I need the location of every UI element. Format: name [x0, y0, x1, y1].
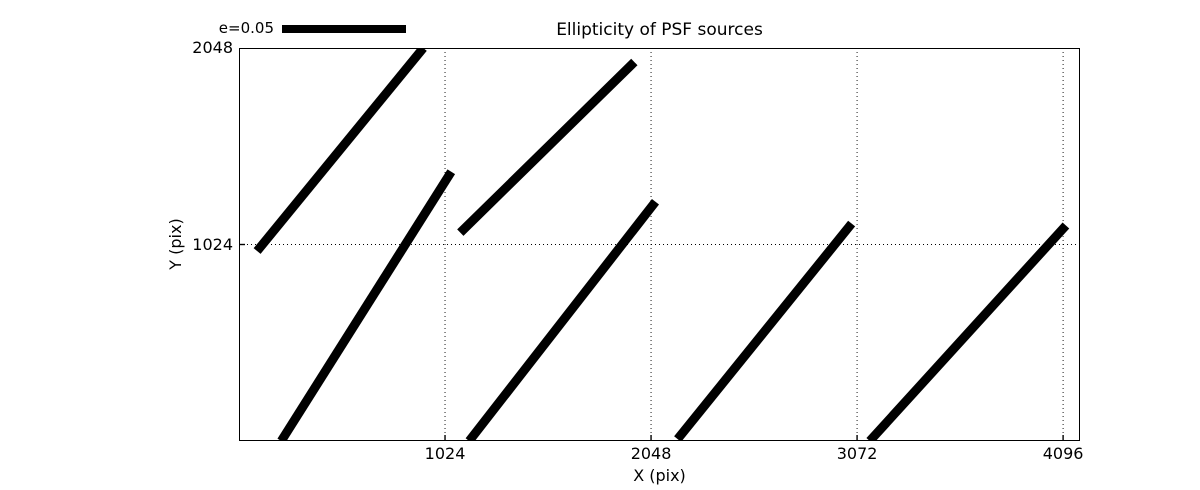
y-tick-label-1024: 1024	[192, 234, 233, 254]
x-tick-label-3072: 3072	[836, 444, 878, 463]
axes-border	[239, 48, 1080, 441]
whisker-1	[253, 48, 427, 254]
x-tick-label-4096: 4096	[1042, 444, 1084, 463]
whisker-4	[465, 198, 660, 441]
x-tick-label-1024: 1024	[424, 444, 466, 463]
whisker-6	[866, 222, 1070, 441]
y-tick-label-2048: 2048	[192, 38, 233, 57]
whisker-3	[457, 58, 638, 236]
plot-area	[239, 48, 1080, 441]
whisker-2	[277, 169, 456, 441]
whisker-plot-svg	[239, 48, 1080, 441]
legend-line-swatch	[282, 24, 406, 33]
whisker-5	[674, 220, 856, 441]
chart-title: Ellipticity of PSF sources	[556, 20, 763, 40]
legend-label: e=0.05	[218, 19, 274, 37]
legend: e=0.05	[154, 19, 406, 38]
x-tick-label-2048: 2048	[630, 444, 672, 463]
x-axis-label: X (pix)	[633, 466, 686, 485]
